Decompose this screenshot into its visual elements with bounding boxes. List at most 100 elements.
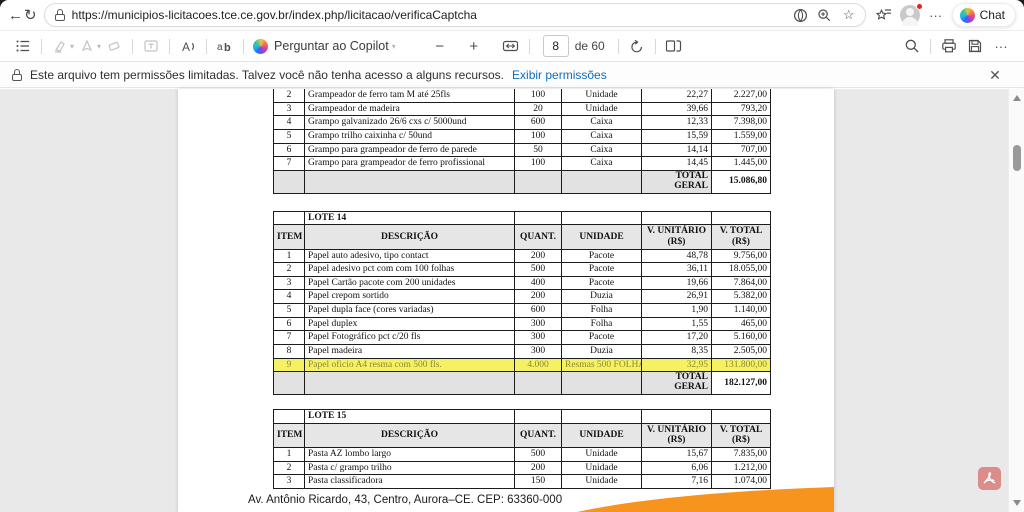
table-cell: Pacote	[561, 262, 642, 277]
address-bar: ← ↻ https://municipios-licitacoes.tce.ce…	[0, 0, 1024, 31]
table-cell: 2.505,00	[711, 343, 771, 359]
scroll-up-icon[interactable]	[1013, 95, 1021, 101]
page-number-input[interactable]	[542, 35, 569, 57]
save-icon[interactable]	[962, 33, 988, 59]
print-icon[interactable]	[936, 33, 962, 59]
toolbar-more-icon[interactable]: ···	[988, 33, 1014, 59]
table-cell: 7.398,00	[711, 115, 771, 130]
table-cell: Caixa	[561, 128, 642, 144]
vertical-scrollbar[interactable]	[1008, 89, 1024, 512]
table-cell: 1.445,00	[711, 156, 771, 171]
table-cell: 50	[514, 142, 562, 158]
table-cell: 17,20	[641, 330, 712, 345]
table-cell: 7	[273, 330, 305, 345]
table-cell: Caixa	[561, 142, 642, 158]
draw-pen-icon[interactable]	[74, 33, 100, 59]
table-cell	[304, 169, 515, 194]
table-row: 7 Papel Fotográfico pct c/20 fls 300 Pacote…	[273, 330, 771, 345]
fit-to-width-icon[interactable]	[498, 33, 524, 59]
copilot-dropdown-icon[interactable]: ▾	[391, 41, 396, 51]
scroll-down-icon[interactable]	[1013, 500, 1021, 506]
table-cell: Pacote	[561, 275, 642, 291]
table-cell: 26,91	[641, 289, 712, 305]
table-cell: Folha	[561, 316, 642, 332]
favorite-star-icon[interactable]: ☆	[839, 5, 859, 25]
browser-essentials-icon[interactable]	[791, 5, 811, 25]
acrobat-float-button[interactable]	[978, 467, 1001, 490]
table-cell: Caixa	[561, 115, 642, 130]
table-cell: 12,33	[641, 115, 712, 130]
eraser-icon[interactable]	[101, 33, 127, 59]
table-cell: V. TOTAL (R$)	[711, 224, 771, 250]
table-cell: UNIDADE	[561, 224, 642, 250]
favorites-bar-icon[interactable]	[874, 5, 894, 25]
table-of-contents-icon[interactable]	[10, 33, 36, 59]
table-cell: 100	[514, 89, 562, 103]
table-cell: 5.160,00	[711, 330, 771, 345]
table-cell: QUANT.	[514, 422, 562, 449]
zoom-page-icon[interactable]	[815, 5, 835, 25]
svg-text:b: b	[224, 42, 231, 54]
page-view-icon[interactable]	[661, 33, 687, 59]
zoom-in-button[interactable]: +	[462, 34, 486, 58]
show-permissions-link[interactable]: Exibir permissões	[512, 68, 607, 82]
table-row: 5 Grampo trilho caixinha c/ 50und 100 Caixa…	[273, 128, 771, 144]
read-aloud-icon[interactable]: A	[175, 33, 201, 59]
browser-actions: ··· Chat	[874, 3, 1016, 27]
table-cell: 18.055,00	[711, 262, 771, 277]
pdf-viewer: 2 Grampeador de ferro tam M até 25fls 100 U…	[0, 89, 1024, 512]
settings-more-icon[interactable]: ···	[926, 5, 946, 25]
table-cell: Papel Cartão pacote com 200 unidades	[304, 275, 515, 291]
table-cell: Unidade	[561, 460, 642, 476]
permissions-warning-bar: Este arquivo tem permissões limitadas. T…	[0, 63, 1024, 88]
table-row: TOTAL GERAL 182.127,00	[273, 371, 771, 396]
table-cell: Unidade	[561, 447, 642, 462]
close-warning-icon[interactable]: ✕	[984, 64, 1006, 86]
profile-avatar[interactable]	[899, 3, 923, 26]
table-cell	[273, 169, 305, 194]
search-document-icon[interactable]	[899, 33, 925, 59]
table-cell	[561, 169, 642, 194]
table-row: 2 Pasta c/ grampo trilho 200 Unidade 6,06 1.2…	[273, 460, 771, 476]
table-cell: 6	[273, 316, 305, 332]
table-cell	[641, 409, 712, 424]
site-info-icon[interactable]	[54, 9, 65, 21]
copilot-logo-icon	[959, 7, 975, 23]
table-cell: 1.074,00	[711, 474, 771, 489]
table-cell: Unidade	[561, 89, 642, 103]
ask-copilot-button[interactable]: Perguntar ao Copilot ▾	[249, 38, 400, 54]
back-button[interactable]: ←	[8, 2, 23, 28]
rotate-icon[interactable]	[624, 33, 650, 59]
table-cell: 4.000	[514, 357, 562, 373]
copilot-chat-button[interactable]: Chat	[951, 3, 1016, 27]
zoom-out-button[interactable]: −	[428, 34, 452, 58]
table-row: 2 Grampeador de ferro tam M até 25fls 100 U…	[273, 89, 771, 103]
highlighter-dropdown-icon[interactable]: ▾	[70, 41, 75, 51]
scrollbar-thumb[interactable]	[1013, 145, 1021, 171]
refresh-button[interactable]: ↻	[23, 2, 38, 28]
table-cell: Papel oficio A4 resma com 500 fls.	[304, 357, 515, 373]
table-cell: 100	[514, 128, 562, 144]
highlighter-icon[interactable]	[47, 33, 73, 59]
table-cell: 20	[514, 101, 562, 117]
table-cell	[514, 409, 562, 424]
table-row: 4 Grampo galvanizado 26/6 cxs c/ 5000und 6…	[273, 115, 771, 130]
copilot-toolbar-logo-icon	[253, 38, 269, 54]
table-cell	[514, 371, 562, 396]
url-text[interactable]: https://municipios-licitacoes.tce.ce.gov…	[71, 8, 477, 22]
pen-dropdown-icon[interactable]: ▾	[97, 41, 102, 51]
table-cell: 6	[273, 142, 305, 158]
url-bar[interactable]: https://municipios-licitacoes.tce.ce.gov…	[43, 3, 866, 27]
table-cell: 793,20	[711, 101, 771, 117]
table-cell: Grampo galvanizado 26/6 cxs c/ 5000und	[304, 115, 515, 130]
table-cell: Unidade	[561, 101, 642, 117]
table-cell: TOTAL GERAL	[641, 169, 712, 194]
table-cell: Duzia	[561, 343, 642, 359]
warning-message: Este arquivo tem permissões limitadas. T…	[30, 68, 505, 82]
add-text-icon[interactable]	[138, 33, 164, 59]
table-cell: Papel adesivo pct com com 100 folhas	[304, 262, 515, 277]
table-cell: 200	[514, 460, 562, 476]
